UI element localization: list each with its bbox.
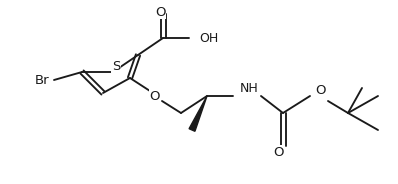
Text: Br: Br xyxy=(35,73,49,86)
Text: O: O xyxy=(273,146,283,158)
Text: O: O xyxy=(315,84,325,96)
Polygon shape xyxy=(189,96,207,131)
Text: O: O xyxy=(150,89,160,102)
Text: S: S xyxy=(112,61,120,73)
Text: NH: NH xyxy=(240,82,258,95)
Text: OH: OH xyxy=(199,31,218,45)
Text: O: O xyxy=(155,6,165,19)
